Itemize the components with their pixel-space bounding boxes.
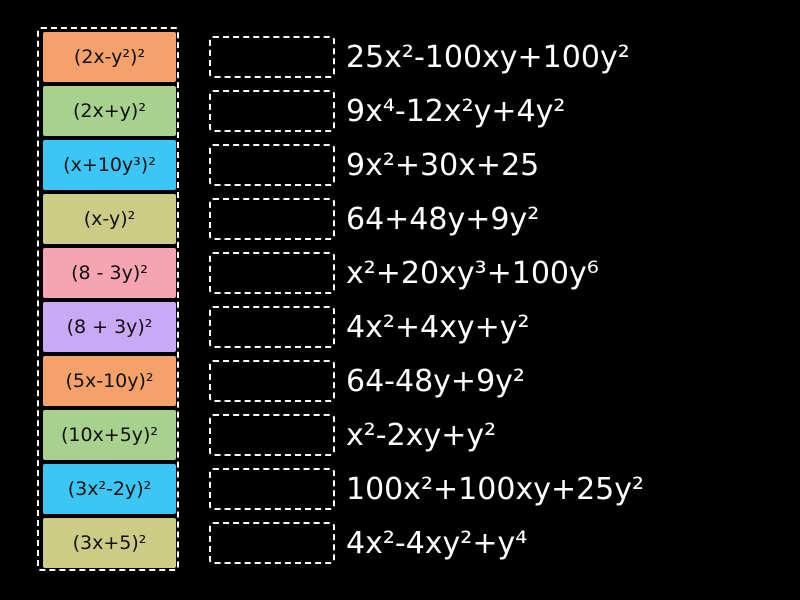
target-expression: x²-2xy+y² [346,417,497,453]
target-expression: 64+48y+9y² [346,201,540,237]
drop-slot[interactable] [209,414,335,456]
answer-tile[interactable]: (2x+y)² [43,86,176,136]
drop-slot[interactable] [209,144,335,186]
answer-tile[interactable]: (5x-10y)² [43,356,176,406]
answer-tile[interactable]: (x+10y³)² [43,140,176,190]
tile-tray [37,27,179,571]
answer-tile[interactable]: (8 + 3y)² [43,302,176,352]
answer-tile[interactable]: (3x²-2y)² [43,464,176,514]
target-expression: 4x²+4xy+y² [346,309,530,345]
target-expression: 100x²+100xy+25y² [346,471,645,507]
answer-tile[interactable]: (8 - 3y)² [43,248,176,298]
answer-tile[interactable]: (2x-y²)² [43,32,176,82]
answer-tile[interactable]: (3x+5)² [43,518,176,568]
target-expression: 9x⁴-12x²y+4y² [346,93,566,129]
target-expression: 4x²-4xy²+y⁴ [346,525,528,561]
target-expression: 64-48y+9y² [346,363,525,399]
target-expression: 9x²+30x+25 [346,147,540,183]
target-expression: 25x²-100xy+100y² [346,39,630,75]
target-expression: x²+20xy³+100y⁶ [346,255,599,291]
drop-slot[interactable] [209,306,335,348]
drop-slot[interactable] [209,252,335,294]
drop-slot[interactable] [209,36,335,78]
answer-tile[interactable]: (10x+5y)² [43,410,176,460]
drop-slot[interactable] [209,198,335,240]
answer-tile[interactable]: (x-y)² [43,194,176,244]
drop-slot[interactable] [209,90,335,132]
drop-slot[interactable] [209,360,335,402]
drop-slot[interactable] [209,468,335,510]
drop-slot[interactable] [209,522,335,564]
